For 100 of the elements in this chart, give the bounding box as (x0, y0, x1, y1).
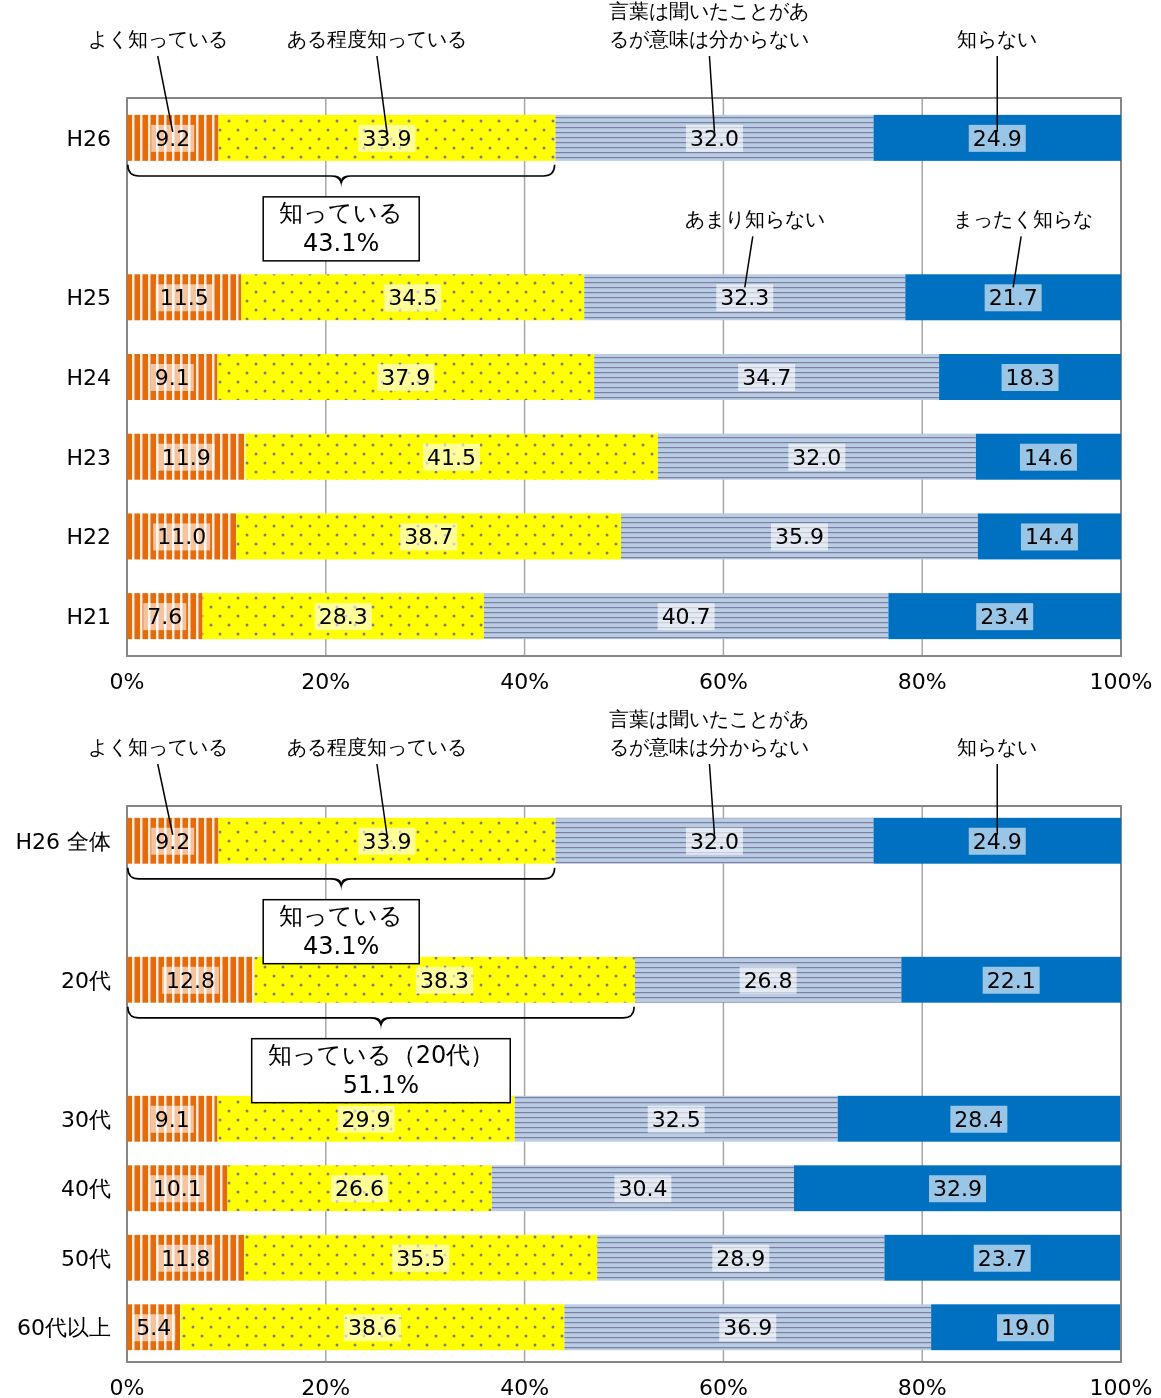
data-label: 30.4 (618, 1176, 668, 1202)
bar (127, 817, 219, 864)
x-tick-label: 80% (897, 669, 947, 694)
bar (254, 956, 635, 1003)
bar (634, 956, 902, 1003)
data-label: 32.0 (689, 828, 739, 854)
bar (127, 1234, 245, 1281)
annotation: 知っている 43.1% (279, 901, 404, 960)
data-label: 28.9 (716, 1245, 766, 1271)
data-label: 38.3 (420, 967, 470, 993)
bar (217, 354, 595, 400)
text: よく知っている (87, 735, 228, 759)
data-label: 9.1 (154, 1106, 190, 1132)
bar (931, 1304, 1121, 1351)
bar (514, 1095, 838, 1142)
data-label: 11.0 (157, 524, 207, 550)
bar (127, 513, 237, 560)
bar (793, 1165, 1121, 1212)
y-tick-label: H24 (66, 365, 111, 390)
bar (245, 433, 658, 480)
data-label: 19.0 (1001, 1315, 1051, 1341)
bar (127, 1165, 228, 1212)
text: 知らない (957, 27, 1038, 51)
x-tick-label: 40% (500, 1375, 550, 1398)
x-tick-label: 0% (109, 669, 145, 694)
data-label: 32.0 (792, 444, 842, 470)
y-tick-label: 60代以上 (17, 1315, 111, 1341)
bar (236, 513, 622, 560)
data-label: 11.5 (159, 285, 209, 311)
data-label: 22.1 (986, 967, 1036, 993)
data-label: 9.2 (155, 125, 191, 151)
bar (127, 1095, 218, 1142)
bar (621, 513, 978, 560)
data-label: 21.7 (988, 285, 1038, 311)
data-label: 9.2 (155, 828, 191, 854)
data-label: 26.6 (335, 1176, 385, 1202)
annotation: 知っている 43.1% (279, 198, 404, 257)
data-label: 40.7 (661, 604, 711, 630)
bar (884, 1234, 1121, 1281)
data-label: 23.7 (977, 1245, 1027, 1271)
data-label: 26.8 (743, 967, 793, 993)
bar (594, 354, 940, 400)
bar (483, 593, 889, 640)
y-tick-label: 40代 (61, 1176, 111, 1202)
y-tick-label: H23 (66, 444, 111, 470)
bar (584, 274, 906, 321)
bar (837, 1095, 1121, 1142)
data-label: 41.5 (427, 444, 477, 470)
data-label: 38.6 (348, 1315, 398, 1341)
data-label: 14.6 (1023, 444, 1073, 470)
bar (127, 274, 242, 321)
data-label: 24.9 (972, 828, 1022, 854)
y-tick-label: 30代 (61, 1106, 111, 1132)
x-tick-label: 20% (301, 1375, 351, 1398)
y-tick-label: H21 (66, 604, 111, 630)
y-tick-label: H25 (66, 285, 111, 311)
bar (218, 817, 556, 864)
data-label: 34.7 (742, 365, 792, 390)
data-label: 28.3 (318, 604, 368, 630)
bar (127, 1304, 181, 1351)
data-label: 32.0 (689, 125, 739, 151)
bar (888, 593, 1121, 640)
text: 言葉は聞いたことがあるが意味は分からない (609, 0, 810, 51)
data-label: 35.9 (774, 524, 824, 550)
y-tick-label: H26 全体 (15, 828, 111, 854)
bar (977, 513, 1121, 560)
text: 言葉は聞いたことがあるが意味は分からない (609, 707, 810, 759)
y-tick-label: H26 (66, 125, 111, 151)
data-label: 32.3 (720, 285, 770, 311)
annotation: まったく知らな (953, 207, 1094, 232)
x-tick-label: 60% (698, 669, 748, 694)
bar (555, 817, 874, 864)
data-label: 12.8 (166, 967, 216, 993)
data-label: 11.9 (161, 444, 211, 470)
data-label: 38.7 (404, 524, 454, 550)
bar (491, 1165, 794, 1212)
data-label: 23.4 (980, 604, 1030, 630)
bar (597, 1234, 885, 1281)
bar (227, 1165, 492, 1212)
annotation: あまり知らない (684, 207, 825, 232)
y-tick-label: 20代 (61, 967, 111, 993)
bar (127, 114, 219, 161)
bar (939, 354, 1121, 400)
bar (127, 354, 218, 400)
bar (241, 274, 585, 321)
x-tick-label: 40% (500, 669, 550, 694)
x-tick-label: 100% (1089, 669, 1153, 694)
text: ある程度知っている (286, 27, 467, 51)
bar (218, 114, 556, 161)
x-tick-label: 60% (698, 1375, 748, 1398)
bar (975, 433, 1121, 480)
y-tick-label: H22 (66, 524, 111, 550)
data-label: 11.8 (161, 1245, 211, 1271)
bar (202, 593, 484, 640)
data-label: 9.1 (154, 365, 190, 390)
data-label: 14.4 (1024, 524, 1074, 550)
data-label: 29.9 (341, 1106, 391, 1132)
data-label: 24.9 (972, 125, 1022, 151)
data-label: 28.4 (954, 1106, 1004, 1132)
bar (244, 1234, 598, 1281)
